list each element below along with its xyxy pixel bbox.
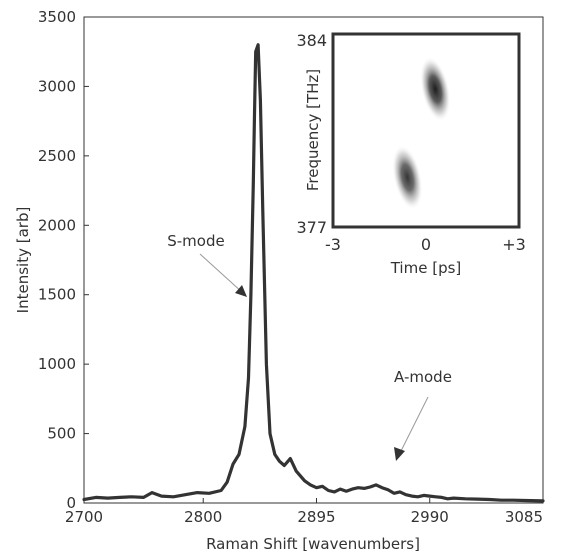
y-tick-label: 3000 [38, 77, 76, 95]
y-tick-label: 2000 [38, 216, 76, 234]
inset-x-tick-left: -3 [325, 235, 341, 254]
y-tick-label: 1000 [38, 355, 76, 373]
y-tick-label: 2500 [38, 147, 76, 165]
x-axis-label: Raman Shift [wavenumbers] [206, 535, 420, 553]
inset-frame [331, 32, 521, 229]
heatmap-blob-2 [392, 144, 423, 210]
inset-y-tick-top: 384 [296, 31, 327, 50]
inset-x-tick-mid: 0 [421, 235, 431, 254]
annotation-s-mode: S-mode [167, 232, 224, 250]
heatmap-blob-1 [419, 56, 451, 122]
annotation-a-mode-arrow [398, 396, 429, 456]
main-plot-frame [83, 16, 544, 504]
annotation-s-mode-arrowhead [235, 285, 247, 297]
inset-x-tick-right: +3 [502, 235, 526, 254]
x-tick-label: 2990 [411, 508, 449, 526]
inset-x-axis-label: Time [ps] [390, 259, 462, 277]
annotation-a-mode: A-mode [394, 368, 452, 386]
y-axis-label: Intensity [arb] [14, 207, 32, 314]
main-x-axis: 2700 2800 2895 2990 3085 [65, 498, 544, 526]
inset-y-tick-bottom: 377 [296, 218, 327, 237]
annotation-s-mode-arrow [199, 253, 244, 294]
annotations: S-mode A-mode [167, 232, 452, 461]
y-tick-label: 500 [47, 425, 76, 443]
x-tick-label: 2895 [297, 508, 335, 526]
x-tick-label: 2700 [65, 508, 103, 526]
y-tick-label: 3500 [38, 8, 76, 26]
x-tick-label: 2800 [184, 508, 222, 526]
y-tick-label: 1500 [38, 286, 76, 304]
x-tick-label: 3085 [505, 508, 543, 526]
annotation-a-mode-arrowhead [394, 447, 405, 461]
main-y-axis: 0 500 1000 1500 2000 2500 3000 3500 [38, 8, 89, 512]
inset-y-axis-label: Frequency [THz] [304, 69, 322, 191]
inset-heatmap [392, 56, 451, 210]
y-tick-label: 0 [66, 494, 76, 512]
series-line-intensity [82, 43, 545, 503]
